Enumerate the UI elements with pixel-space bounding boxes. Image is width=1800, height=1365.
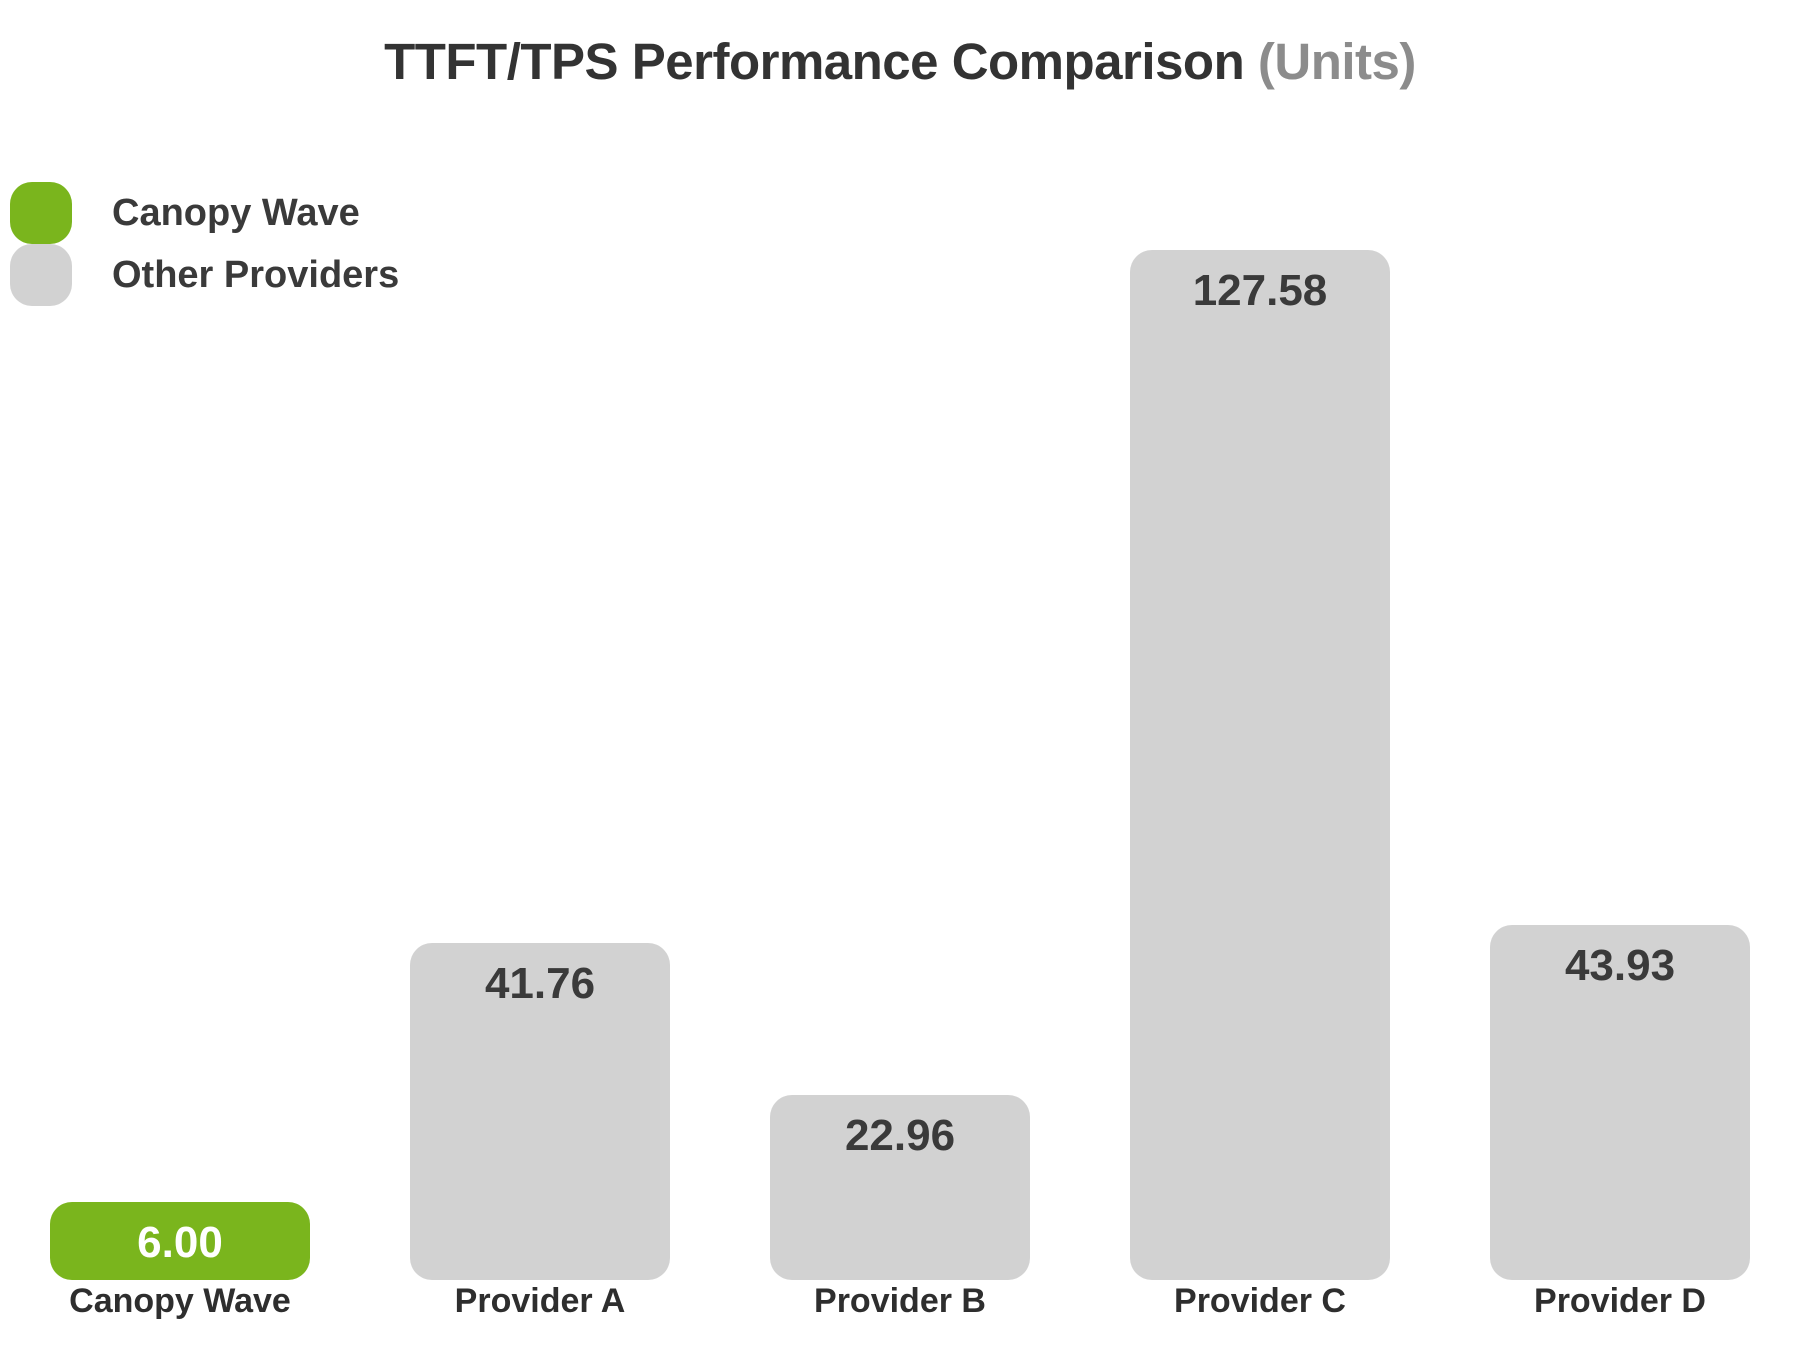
bar-provider-c[interactable]	[1130, 250, 1390, 1280]
x-axis-tick-label: Provider A	[454, 1282, 626, 1320]
legend-swatch-icon	[10, 244, 72, 306]
chart-title-unit: (Units)	[1257, 33, 1416, 90]
bar-canopy-wave[interactable]	[50, 1202, 310, 1280]
legend-item-label: Other Providers	[112, 253, 400, 296]
bar-value-label: 22.96	[844, 1110, 956, 1160]
bar-provider-a[interactable]	[410, 942, 670, 1280]
bar-slot: 22.96	[720, 150, 1080, 1280]
legend-swatch-icon	[10, 182, 72, 244]
bar-value-label: 6.00	[137, 1218, 223, 1267]
x-axis-tick-label: Provider C	[1174, 1282, 1346, 1320]
plot-area: 6.00 41.76 22.96 127.58 43.93	[0, 150, 1800, 1280]
bar-slot: 6.00	[0, 150, 360, 1280]
bar-slot: 127.58	[1080, 150, 1440, 1280]
bar-slot: 41.76	[360, 150, 720, 1280]
legend-item-canopy-wave[interactable]: Canopy Wave	[10, 182, 610, 244]
bar-provider-d[interactable]	[1490, 925, 1750, 1280]
bar-value-label: 127.58	[1192, 266, 1328, 316]
bar-provider-b[interactable]	[770, 1094, 1030, 1280]
bar-slot: 43.93	[1440, 150, 1800, 1280]
chart-title: TTFT/TPS Performance Comparison (Units)	[0, 36, 1800, 87]
x-axis-tick-label: Provider B	[814, 1282, 986, 1320]
bar-value-label: 41.76	[484, 958, 596, 1008]
x-axis-tick-label: Canopy Wave	[69, 1282, 291, 1320]
bar-value-label: 43.93	[1564, 941, 1676, 991]
chart-legend: Canopy Wave Other Providers	[10, 182, 610, 306]
x-axis: Canopy Wave Provider A Provider B Provid…	[0, 1282, 1800, 1342]
chart-title-main: TTFT/TPS Performance Comparison	[384, 33, 1245, 90]
legend-item-label: Canopy Wave	[112, 191, 360, 234]
legend-item-other-providers[interactable]: Other Providers	[10, 244, 610, 306]
x-axis-tick-label: Provider D	[1534, 1282, 1706, 1320]
